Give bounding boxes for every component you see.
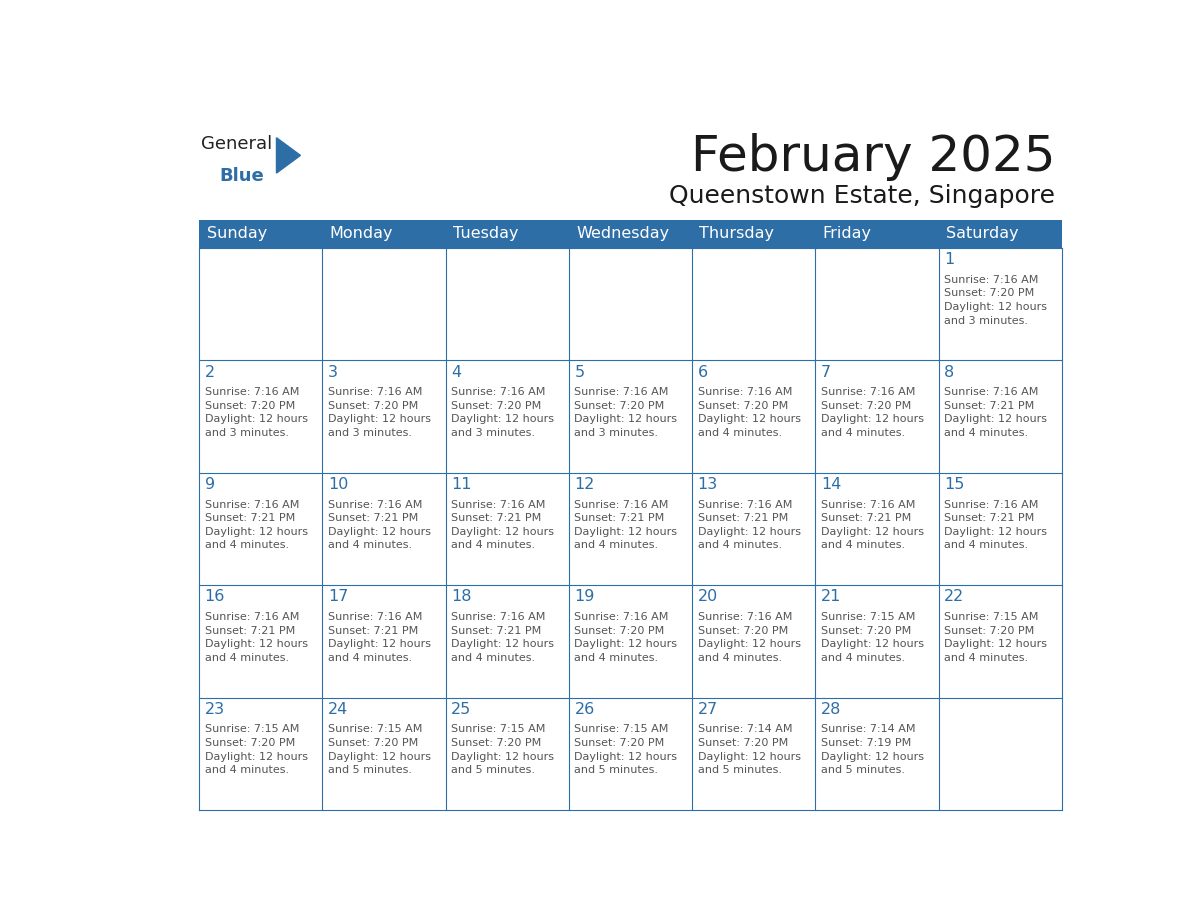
Text: 20: 20 xyxy=(697,589,718,604)
Text: Sunrise: 7:16 AM
Sunset: 7:21 PM
Daylight: 12 hours
and 4 minutes.: Sunrise: 7:16 AM Sunset: 7:21 PM Dayligh… xyxy=(697,499,801,551)
Text: Sunrise: 7:16 AM
Sunset: 7:20 PM
Daylight: 12 hours
and 3 minutes.: Sunrise: 7:16 AM Sunset: 7:20 PM Dayligh… xyxy=(451,387,554,438)
Text: 13: 13 xyxy=(697,477,718,492)
Text: Sunrise: 7:16 AM
Sunset: 7:21 PM
Daylight: 12 hours
and 4 minutes.: Sunrise: 7:16 AM Sunset: 7:21 PM Dayligh… xyxy=(574,499,677,551)
Text: Sunrise: 7:15 AM
Sunset: 7:20 PM
Daylight: 12 hours
and 4 minutes.: Sunrise: 7:15 AM Sunset: 7:20 PM Dayligh… xyxy=(204,724,308,775)
Text: Monday: Monday xyxy=(330,227,393,241)
Text: Sunrise: 7:15 AM
Sunset: 7:20 PM
Daylight: 12 hours
and 5 minutes.: Sunrise: 7:15 AM Sunset: 7:20 PM Dayligh… xyxy=(574,724,677,775)
Text: 8: 8 xyxy=(944,364,954,380)
Text: Sunrise: 7:16 AM
Sunset: 7:21 PM
Daylight: 12 hours
and 4 minutes.: Sunrise: 7:16 AM Sunset: 7:21 PM Dayligh… xyxy=(944,499,1047,551)
Text: 9: 9 xyxy=(204,477,215,492)
Text: 27: 27 xyxy=(697,701,718,717)
Text: Sunrise: 7:15 AM
Sunset: 7:20 PM
Daylight: 12 hours
and 4 minutes.: Sunrise: 7:15 AM Sunset: 7:20 PM Dayligh… xyxy=(944,612,1047,663)
Text: General: General xyxy=(201,135,272,153)
Text: 28: 28 xyxy=(821,701,841,717)
Text: Sunday: Sunday xyxy=(207,227,267,241)
Text: Sunrise: 7:16 AM
Sunset: 7:21 PM
Daylight: 12 hours
and 4 minutes.: Sunrise: 7:16 AM Sunset: 7:21 PM Dayligh… xyxy=(451,612,554,663)
Text: 2: 2 xyxy=(204,364,215,380)
Text: 11: 11 xyxy=(451,477,472,492)
Text: 19: 19 xyxy=(574,589,595,604)
Text: Queenstown Estate, Singapore: Queenstown Estate, Singapore xyxy=(669,185,1055,208)
Text: Sunrise: 7:16 AM
Sunset: 7:20 PM
Daylight: 12 hours
and 3 minutes.: Sunrise: 7:16 AM Sunset: 7:20 PM Dayligh… xyxy=(574,387,677,438)
Text: Sunrise: 7:16 AM
Sunset: 7:20 PM
Daylight: 12 hours
and 3 minutes.: Sunrise: 7:16 AM Sunset: 7:20 PM Dayligh… xyxy=(328,387,431,438)
Text: Sunrise: 7:16 AM
Sunset: 7:21 PM
Daylight: 12 hours
and 4 minutes.: Sunrise: 7:16 AM Sunset: 7:21 PM Dayligh… xyxy=(204,499,308,551)
Text: 12: 12 xyxy=(574,477,595,492)
Text: 6: 6 xyxy=(697,364,708,380)
Bar xyxy=(200,219,1062,248)
Text: Sunrise: 7:16 AM
Sunset: 7:21 PM
Daylight: 12 hours
and 4 minutes.: Sunrise: 7:16 AM Sunset: 7:21 PM Dayligh… xyxy=(328,499,431,551)
Text: 5: 5 xyxy=(574,364,584,380)
Text: Friday: Friday xyxy=(823,227,872,241)
Text: 17: 17 xyxy=(328,589,348,604)
Text: 16: 16 xyxy=(204,589,225,604)
Text: Sunrise: 7:16 AM
Sunset: 7:21 PM
Daylight: 12 hours
and 4 minutes.: Sunrise: 7:16 AM Sunset: 7:21 PM Dayligh… xyxy=(328,612,431,663)
Text: Sunrise: 7:16 AM
Sunset: 7:21 PM
Daylight: 12 hours
and 4 minutes.: Sunrise: 7:16 AM Sunset: 7:21 PM Dayligh… xyxy=(451,499,554,551)
Text: Sunrise: 7:16 AM
Sunset: 7:20 PM
Daylight: 12 hours
and 4 minutes.: Sunrise: 7:16 AM Sunset: 7:20 PM Dayligh… xyxy=(697,612,801,663)
Text: Sunrise: 7:16 AM
Sunset: 7:21 PM
Daylight: 12 hours
and 4 minutes.: Sunrise: 7:16 AM Sunset: 7:21 PM Dayligh… xyxy=(821,499,924,551)
Text: Sunrise: 7:15 AM
Sunset: 7:20 PM
Daylight: 12 hours
and 4 minutes.: Sunrise: 7:15 AM Sunset: 7:20 PM Dayligh… xyxy=(821,612,924,663)
Text: Sunrise: 7:14 AM
Sunset: 7:20 PM
Daylight: 12 hours
and 5 minutes.: Sunrise: 7:14 AM Sunset: 7:20 PM Dayligh… xyxy=(697,724,801,775)
Text: Wednesday: Wednesday xyxy=(576,227,669,241)
Text: 1: 1 xyxy=(944,252,954,267)
Text: Tuesday: Tuesday xyxy=(453,227,518,241)
Text: Sunrise: 7:16 AM
Sunset: 7:21 PM
Daylight: 12 hours
and 4 minutes.: Sunrise: 7:16 AM Sunset: 7:21 PM Dayligh… xyxy=(204,612,308,663)
Text: 23: 23 xyxy=(204,701,225,717)
Text: Sunrise: 7:16 AM
Sunset: 7:20 PM
Daylight: 12 hours
and 3 minutes.: Sunrise: 7:16 AM Sunset: 7:20 PM Dayligh… xyxy=(944,274,1047,326)
Text: Sunrise: 7:16 AM
Sunset: 7:20 PM
Daylight: 12 hours
and 3 minutes.: Sunrise: 7:16 AM Sunset: 7:20 PM Dayligh… xyxy=(204,387,308,438)
Text: Blue: Blue xyxy=(220,167,264,185)
Text: 15: 15 xyxy=(944,477,965,492)
Text: 7: 7 xyxy=(821,364,830,380)
Text: 3: 3 xyxy=(328,364,337,380)
Text: 18: 18 xyxy=(451,589,472,604)
Text: Sunrise: 7:15 AM
Sunset: 7:20 PM
Daylight: 12 hours
and 5 minutes.: Sunrise: 7:15 AM Sunset: 7:20 PM Dayligh… xyxy=(451,724,554,775)
Text: Sunrise: 7:16 AM
Sunset: 7:21 PM
Daylight: 12 hours
and 4 minutes.: Sunrise: 7:16 AM Sunset: 7:21 PM Dayligh… xyxy=(944,387,1047,438)
Text: 22: 22 xyxy=(944,589,965,604)
Text: 24: 24 xyxy=(328,701,348,717)
Text: Sunrise: 7:16 AM
Sunset: 7:20 PM
Daylight: 12 hours
and 4 minutes.: Sunrise: 7:16 AM Sunset: 7:20 PM Dayligh… xyxy=(821,387,924,438)
Text: Saturday: Saturday xyxy=(946,227,1018,241)
Text: 10: 10 xyxy=(328,477,348,492)
Text: 21: 21 xyxy=(821,589,841,604)
Text: Sunrise: 7:15 AM
Sunset: 7:20 PM
Daylight: 12 hours
and 5 minutes.: Sunrise: 7:15 AM Sunset: 7:20 PM Dayligh… xyxy=(328,724,431,775)
Text: Thursday: Thursday xyxy=(700,227,775,241)
Text: 25: 25 xyxy=(451,701,472,717)
Text: Sunrise: 7:16 AM
Sunset: 7:20 PM
Daylight: 12 hours
and 4 minutes.: Sunrise: 7:16 AM Sunset: 7:20 PM Dayligh… xyxy=(574,612,677,663)
Text: 14: 14 xyxy=(821,477,841,492)
Text: 26: 26 xyxy=(574,701,595,717)
Polygon shape xyxy=(277,138,301,174)
Text: Sunrise: 7:14 AM
Sunset: 7:19 PM
Daylight: 12 hours
and 5 minutes.: Sunrise: 7:14 AM Sunset: 7:19 PM Dayligh… xyxy=(821,724,924,775)
Text: 4: 4 xyxy=(451,364,461,380)
Text: Sunrise: 7:16 AM
Sunset: 7:20 PM
Daylight: 12 hours
and 4 minutes.: Sunrise: 7:16 AM Sunset: 7:20 PM Dayligh… xyxy=(697,387,801,438)
Text: February 2025: February 2025 xyxy=(691,133,1055,181)
